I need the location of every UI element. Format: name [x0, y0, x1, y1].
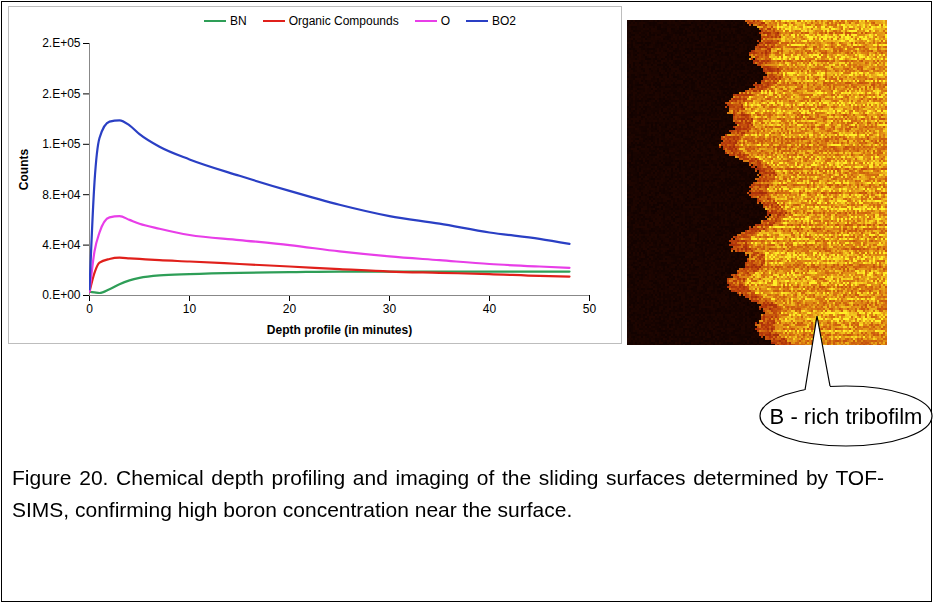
svg-text:20: 20: [283, 302, 297, 316]
html-text:O: O: [440, 14, 450, 28]
svg-text:Counts: Counts: [17, 149, 31, 191]
svg-text:0: 0: [86, 302, 93, 316]
html-text:Organic Compounds: Organic Compounds: [288, 14, 399, 28]
html-text:Figure 20. Chemical depth prof: Figure 20. Chemical depth profiling and …: [12, 466, 884, 521]
svg-text:50: 50: [583, 302, 597, 316]
svg-text:2.E+05: 2.E+05: [42, 36, 81, 50]
svg-text:8.E+04: 8.E+04: [42, 188, 81, 202]
svg-text:4.E+04: 4.E+04: [42, 238, 81, 252]
svg-text:10: 10: [183, 302, 197, 316]
svg-text:B - rich tribofilm: B - rich tribofilm: [770, 404, 923, 429]
svg-text:Depth profile (in minutes): Depth profile (in minutes): [267, 323, 412, 337]
svg-text:1.E+05: 1.E+05: [42, 137, 81, 151]
svg-text:0.E+00: 0.E+00: [42, 288, 81, 302]
html-text:BO2: BO2: [492, 14, 516, 28]
svg-text:40: 40: [483, 302, 497, 316]
svg-text:30: 30: [383, 302, 397, 316]
svg-text:2.E+05: 2.E+05: [42, 87, 81, 101]
html-text:BN: BN: [230, 14, 247, 28]
